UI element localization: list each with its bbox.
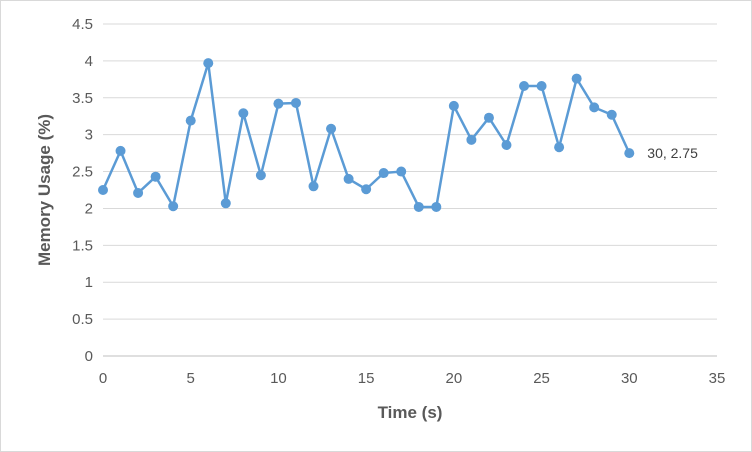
- y-tick-label: 4.5: [72, 16, 93, 33]
- y-tick-label: 0: [85, 348, 93, 365]
- data-point: [115, 145, 126, 156]
- y-tick-label: 1.5: [72, 237, 93, 254]
- data-label: 30, 2.75: [647, 145, 698, 161]
- x-tick-label: 25: [533, 370, 550, 387]
- data-point: [361, 184, 372, 195]
- x-tick-label: 0: [99, 370, 107, 387]
- y-tick-label: 3: [85, 127, 93, 144]
- data-point: [133, 187, 144, 198]
- data-point: [168, 201, 179, 212]
- data-point: [413, 201, 424, 212]
- data-point: [326, 123, 337, 134]
- data-point: [220, 198, 231, 209]
- y-tick-label: 1: [85, 274, 93, 291]
- x-tick-label: 35: [709, 370, 726, 387]
- data-point: [378, 168, 389, 179]
- data-point: [589, 102, 600, 113]
- data-point: [396, 166, 407, 177]
- data-point: [466, 134, 477, 145]
- x-tick-label: 15: [358, 370, 375, 387]
- data-point: [273, 98, 284, 109]
- y-tick-labels: 0 0.5 1 1.5 2 2.5 3 3.5 4 4.5: [72, 16, 93, 365]
- data-point: [483, 112, 494, 123]
- data-point: [255, 170, 266, 181]
- x-tick-labels: 0 5 10 15 20 25 30 35: [99, 370, 726, 387]
- y-tick-label: 2: [85, 200, 93, 217]
- y-tick-label: 4: [85, 53, 93, 70]
- data-point: [606, 109, 617, 120]
- data-point: [501, 139, 512, 150]
- data-point: [308, 181, 319, 192]
- series-memory-usage: [98, 58, 635, 212]
- data-point: [448, 100, 459, 111]
- data-point: [98, 185, 108, 195]
- y-axis-title: Memory Usage (%): [35, 114, 54, 266]
- x-tick-label: 30: [621, 370, 638, 387]
- data-point: [536, 80, 547, 91]
- x-tick-label: 10: [270, 370, 287, 387]
- data-point: [343, 173, 354, 184]
- data-point: [431, 201, 442, 212]
- y-tick-label: 2.5: [72, 164, 93, 181]
- y-tick-label: 3.5: [72, 90, 93, 107]
- data-point: [150, 171, 161, 182]
- data-point: [290, 97, 301, 108]
- data-point: [571, 73, 582, 84]
- gridlines: [103, 23, 717, 357]
- data-labels: 30, 2.75: [647, 145, 698, 161]
- y-tick-label: 0.5: [72, 311, 93, 328]
- data-point: [238, 108, 249, 119]
- x-axis-title: Time (s): [378, 403, 443, 422]
- x-tick-label: 5: [187, 370, 195, 387]
- data-point: [203, 58, 214, 69]
- data-point: [519, 80, 530, 91]
- data-point: [554, 142, 565, 153]
- data-point: [624, 148, 635, 159]
- x-tick-label: 20: [446, 370, 463, 387]
- data-point: [185, 115, 196, 126]
